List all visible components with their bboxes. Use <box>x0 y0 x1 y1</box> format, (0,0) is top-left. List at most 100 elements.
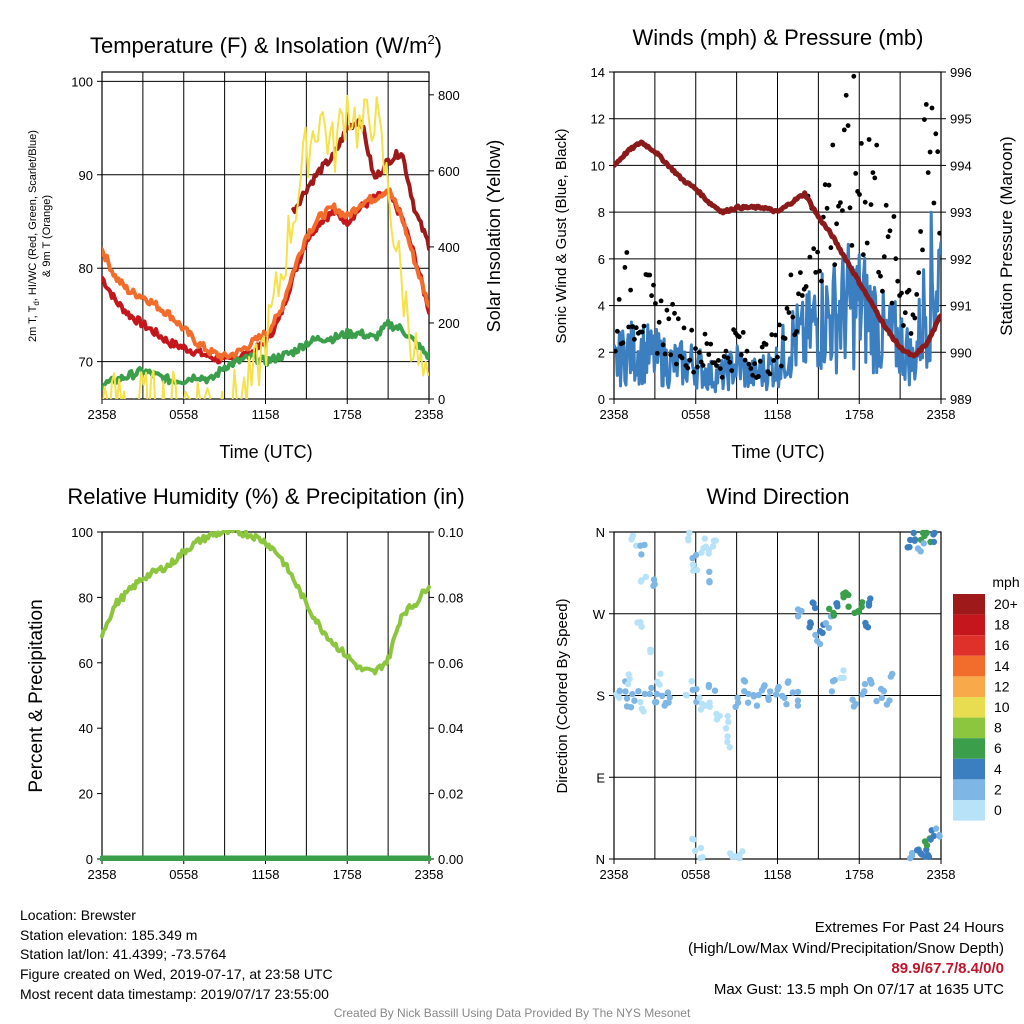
x-tick-label: 1158 <box>764 407 792 422</box>
credit-text: Created By Nick Bassill Using Data Provi… <box>333 1006 691 1020</box>
gust-point <box>807 254 813 260</box>
gust-point <box>708 341 714 347</box>
y-tick-label-left: W <box>593 607 606 622</box>
gust-point <box>933 131 939 137</box>
direction-point <box>822 620 829 627</box>
gust-point <box>632 336 637 342</box>
humidity-precip-panel: 2358 0558 1158 1758 23580204060801000.000.02… <box>26 484 465 882</box>
gust-point <box>773 332 778 338</box>
gust-point <box>666 316 672 322</box>
y-tick-label-left: 80 <box>79 590 93 605</box>
y-tick-label-right: 0.04 <box>438 721 463 736</box>
extremes-info: Extremes For Past 24 Hours (High/Low/Max… <box>688 918 1004 1000</box>
gust-point <box>859 141 864 146</box>
gust-point <box>616 297 622 302</box>
x-tick-label: 2358 <box>927 407 956 422</box>
gust-point <box>614 328 620 334</box>
gust-point <box>864 240 870 246</box>
gust-point <box>614 348 618 354</box>
gust-point <box>868 202 874 208</box>
direction-point <box>794 697 802 704</box>
direction-point <box>741 678 749 685</box>
direction-point <box>750 693 757 700</box>
gust-point <box>937 230 941 236</box>
y-tick-label-right: 600 <box>438 164 460 179</box>
direction-point <box>866 676 874 684</box>
legend-swatch <box>953 779 985 800</box>
direction-point <box>755 691 762 699</box>
legend-swatch <box>953 800 985 821</box>
gust-point <box>828 245 834 251</box>
gust-point <box>901 323 906 328</box>
direction-point <box>638 577 645 584</box>
y-tick-label-left: 10 <box>591 158 605 173</box>
direction-point <box>889 670 896 678</box>
gust-point <box>681 325 687 331</box>
extremes-title: Extremes For Past 24 Hours <box>814 919 1004 936</box>
series-9m-t <box>102 187 429 361</box>
gust-point <box>700 363 706 368</box>
gust-point <box>704 341 710 346</box>
gust-point <box>714 363 719 368</box>
direction-point <box>641 690 648 698</box>
gust-point <box>662 351 668 357</box>
direction-point <box>772 691 780 698</box>
direction-point <box>626 675 633 683</box>
recent-text: Most recent data timestamp: 2019/07/17 2… <box>20 985 329 1002</box>
gust-point <box>649 293 654 299</box>
y-axis-label-right: Solar Insolation (Yellow) <box>484 140 504 332</box>
direction-point <box>861 688 868 695</box>
direction-point <box>864 624 872 631</box>
y-axis-label-left: Percent & Precipitation <box>26 599 47 792</box>
gust-point <box>883 202 889 208</box>
gust-point <box>830 142 836 148</box>
legend-label: 6 <box>994 740 1002 756</box>
direction-point <box>716 712 723 720</box>
direction-point <box>634 619 641 626</box>
y-tick-label-left: E <box>596 770 605 785</box>
gust-point <box>771 358 777 363</box>
direction-point <box>744 699 752 706</box>
direction-point <box>629 690 636 698</box>
direction-point <box>765 694 772 701</box>
direction-point <box>623 695 631 702</box>
gust-point <box>899 290 904 296</box>
gust-point <box>916 270 922 276</box>
y-tick-label-left: N <box>596 852 605 867</box>
gust-point <box>717 366 723 371</box>
direction-point <box>653 690 661 698</box>
direction-point <box>622 688 629 695</box>
gust-point <box>746 361 752 367</box>
direction-point <box>635 688 642 695</box>
gust-point <box>660 342 666 348</box>
direction-point <box>696 694 703 701</box>
direction-point <box>724 712 731 720</box>
x-tick-label: 1758 <box>845 407 874 422</box>
direction-point <box>794 688 802 696</box>
gust-point <box>750 372 756 378</box>
y-tick-label-left: 14 <box>591 65 605 80</box>
gust-point <box>866 137 872 142</box>
direction-point <box>833 600 840 607</box>
series-sonic-wind <box>614 210 941 394</box>
legend-swatch <box>953 676 985 697</box>
y-axis-label-left: 2m T, Td, HI/WC (Red, Green, Scarlet/Blu… <box>27 130 41 342</box>
gust-point <box>654 350 660 356</box>
direction-point <box>923 853 930 860</box>
direction-point <box>651 698 659 706</box>
direction-point <box>701 535 708 542</box>
gust-point <box>784 306 790 311</box>
x-tick-label: 1758 <box>845 867 874 882</box>
y-tick-label-right: 0.10 <box>438 525 463 540</box>
direction-point <box>705 683 712 690</box>
x-tick-label: 0558 <box>681 867 710 882</box>
chart-title: Wind Direction <box>706 484 849 509</box>
direction-point <box>659 692 666 699</box>
direction-point <box>812 631 819 639</box>
gust-point <box>922 117 927 122</box>
y-tick-label-left: S <box>596 689 605 704</box>
gust-point <box>912 315 918 321</box>
legend-label: 12 <box>994 678 1010 694</box>
direction-point <box>711 687 719 694</box>
direction-point <box>910 529 917 537</box>
